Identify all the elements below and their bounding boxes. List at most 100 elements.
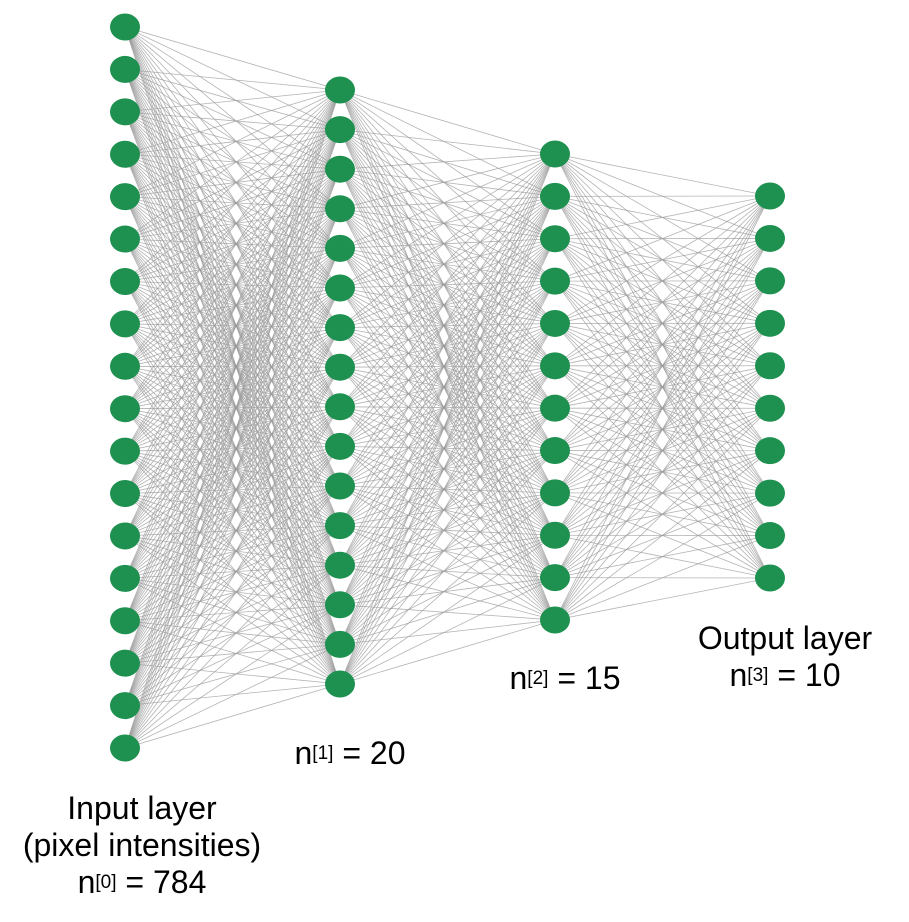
- connection-hidden1-6-hidden2-11: [339, 327, 556, 621]
- input-neuron-8: [110, 310, 140, 338]
- connection-input-7-hidden1-4: [124, 248, 341, 325]
- connection-hidden1-8-hidden2-2: [339, 238, 556, 408]
- connection-hidden1-10-hidden2-11: [339, 485, 556, 621]
- input-neuron-18: [110, 734, 140, 762]
- connection-hidden1-13-hidden2-9: [339, 534, 556, 606]
- connection-hidden1-11-hidden2-0: [339, 153, 556, 526]
- connection-input-8-hidden1-12: [124, 366, 341, 566]
- connection-input-8-hidden1-5: [124, 287, 341, 367]
- connection-hidden1-9-hidden2-1: [339, 196, 556, 447]
- connection-hidden1-2-hidden2-4: [339, 168, 556, 324]
- neurons: [110, 13, 785, 762]
- connection-input-13-hidden1-13: [124, 577, 341, 606]
- connection-hidden1-15-hidden2-5: [339, 365, 556, 685]
- connection-input-14-hidden1-1: [124, 129, 341, 621]
- output-neuron-5: [755, 352, 785, 380]
- connection-input-12-hidden1-6: [124, 327, 341, 537]
- connection-hidden1-10-hidden2-3: [339, 280, 556, 487]
- connection-hidden1-7-hidden2-9: [339, 366, 556, 536]
- connection-hidden2-7-output-0: [554, 195, 771, 451]
- connection-input-17-hidden1-12: [124, 564, 341, 749]
- connection-hidden1-10-hidden2-6: [339, 407, 556, 487]
- connection-input-7-hidden1-14: [124, 323, 341, 645]
- connection-input-14-hidden1-5: [124, 287, 341, 621]
- connection-input-10-hidden1-8: [124, 406, 341, 452]
- hidden2-neuron-3: [540, 225, 570, 253]
- input-neuron-12: [110, 480, 140, 508]
- connection-input-8-hidden1-11: [124, 365, 341, 526]
- connection-hidden1-8-hidden2-1: [339, 196, 556, 408]
- connection-input-4-hidden1-7: [124, 196, 341, 368]
- hidden1-neuron-1: [325, 76, 355, 104]
- connection-input-14-hidden1-2: [124, 169, 341, 621]
- connection-hidden1-7-hidden2-10: [339, 366, 556, 578]
- connection-hidden1-13-hidden2-0: [339, 153, 556, 605]
- connection-hidden1-8-hidden2-0: [339, 153, 556, 408]
- connection-hidden1-9-hidden2-0: [339, 153, 556, 447]
- connection-hidden2-8-output-0: [554, 195, 771, 494]
- connection-hidden1-7-hidden2-2: [339, 238, 556, 368]
- connection-hidden1-6-hidden2-6: [339, 327, 556, 409]
- connection-hidden1-9-hidden2-11: [339, 446, 556, 621]
- connection-input-4-hidden1-0: [124, 89, 341, 198]
- connection-input-15-hidden1-13: [124, 604, 341, 664]
- connection-input-1-hidden1-1: [124, 69, 341, 130]
- connection-input-17-hidden1-11: [124, 525, 341, 749]
- connection-hidden1-3-hidden2-10: [339, 208, 556, 578]
- output-neuron-3: [755, 267, 785, 295]
- connection-input-14-hidden1-14: [124, 620, 341, 645]
- connection-input-11-hidden1-10: [124, 485, 341, 494]
- connection-hidden1-14-hidden2-9: [339, 534, 556, 645]
- hidden1-neuron-15: [325, 630, 355, 658]
- connection-hidden1-12-hidden2-8: [339, 492, 556, 566]
- connection-hidden1-13-hidden2-11: [339, 604, 556, 621]
- connection-hidden1-0-hidden2-0: [339, 89, 556, 155]
- connection-hidden2-0-output-0: [554, 153, 771, 197]
- connection-input-7-hidden1-9: [124, 323, 341, 447]
- connection-input-14-hidden1-15: [124, 620, 341, 685]
- connection-input-14-hidden1-7: [124, 366, 341, 622]
- hidden1-neuron-10: [325, 432, 355, 460]
- connection-hidden1-6-hidden2-4: [339, 323, 556, 328]
- connection-hidden1-11-hidden2-8: [339, 492, 556, 526]
- connection-input-9-hidden1-4: [124, 248, 341, 410]
- connection-input-9-hidden1-10: [124, 408, 341, 487]
- connection-hidden1-15-hidden2-6: [339, 407, 556, 685]
- connection-input-8-hidden1-13: [124, 366, 341, 606]
- connection-input-4-hidden1-12: [124, 196, 341, 566]
- connection-hidden1-4-hidden2-7: [339, 248, 556, 451]
- connection-input-7-hidden1-13: [124, 323, 341, 606]
- connection-input-4-hidden1-2: [124, 168, 341, 198]
- connection-input-16-hidden1-0: [124, 89, 341, 706]
- connection-hidden1-12-hidden2-2: [339, 238, 556, 566]
- connection-hidden1-13-hidden2-5: [339, 365, 556, 606]
- connection-input-5-hidden1-14: [124, 238, 341, 645]
- connection-input-17-hidden1-5: [124, 287, 341, 749]
- connection-hidden1-11-hidden2-5: [339, 365, 556, 526]
- connection-input-14-hidden1-0: [124, 89, 341, 621]
- connection-hidden2-11-output-0: [554, 195, 771, 621]
- connection-input-4-hidden1-15: [124, 196, 341, 685]
- connection-input-16-hidden1-15: [124, 683, 341, 706]
- connection-input-13-hidden1-9: [124, 446, 341, 579]
- connection-input-9-hidden1-8: [124, 406, 341, 410]
- connection-input-16-hidden1-9: [124, 446, 341, 706]
- connection-hidden1-7-hidden2-0: [339, 153, 556, 368]
- connection-hidden1-10-hidden2-1: [339, 196, 556, 487]
- connection-input-6-hidden1-15: [124, 281, 341, 685]
- connection-hidden1-4-hidden2-5: [339, 248, 556, 367]
- connection-input-7-hidden1-8: [124, 323, 341, 408]
- connection-input-4-hidden1-13: [124, 196, 341, 605]
- hidden2-neuron-5: [540, 309, 570, 337]
- connection-input-11-hidden1-2: [124, 168, 341, 494]
- connection-input-10-hidden1-2: [124, 168, 341, 452]
- hidden1-neuron-2: [325, 116, 355, 144]
- connection-input-8-hidden1-8: [124, 365, 341, 408]
- connection-hidden2-2-output-0: [554, 195, 771, 240]
- hidden2-neuron-4: [540, 267, 570, 295]
- connection-input-4-hidden1-1: [124, 129, 341, 198]
- hidden2-neuron-12: [540, 606, 570, 634]
- connection-hidden1-11-hidden2-11: [339, 525, 556, 621]
- connection-input-6-hidden1-0: [124, 89, 341, 282]
- output-layer-count: n[3] = 10: [729, 657, 841, 693]
